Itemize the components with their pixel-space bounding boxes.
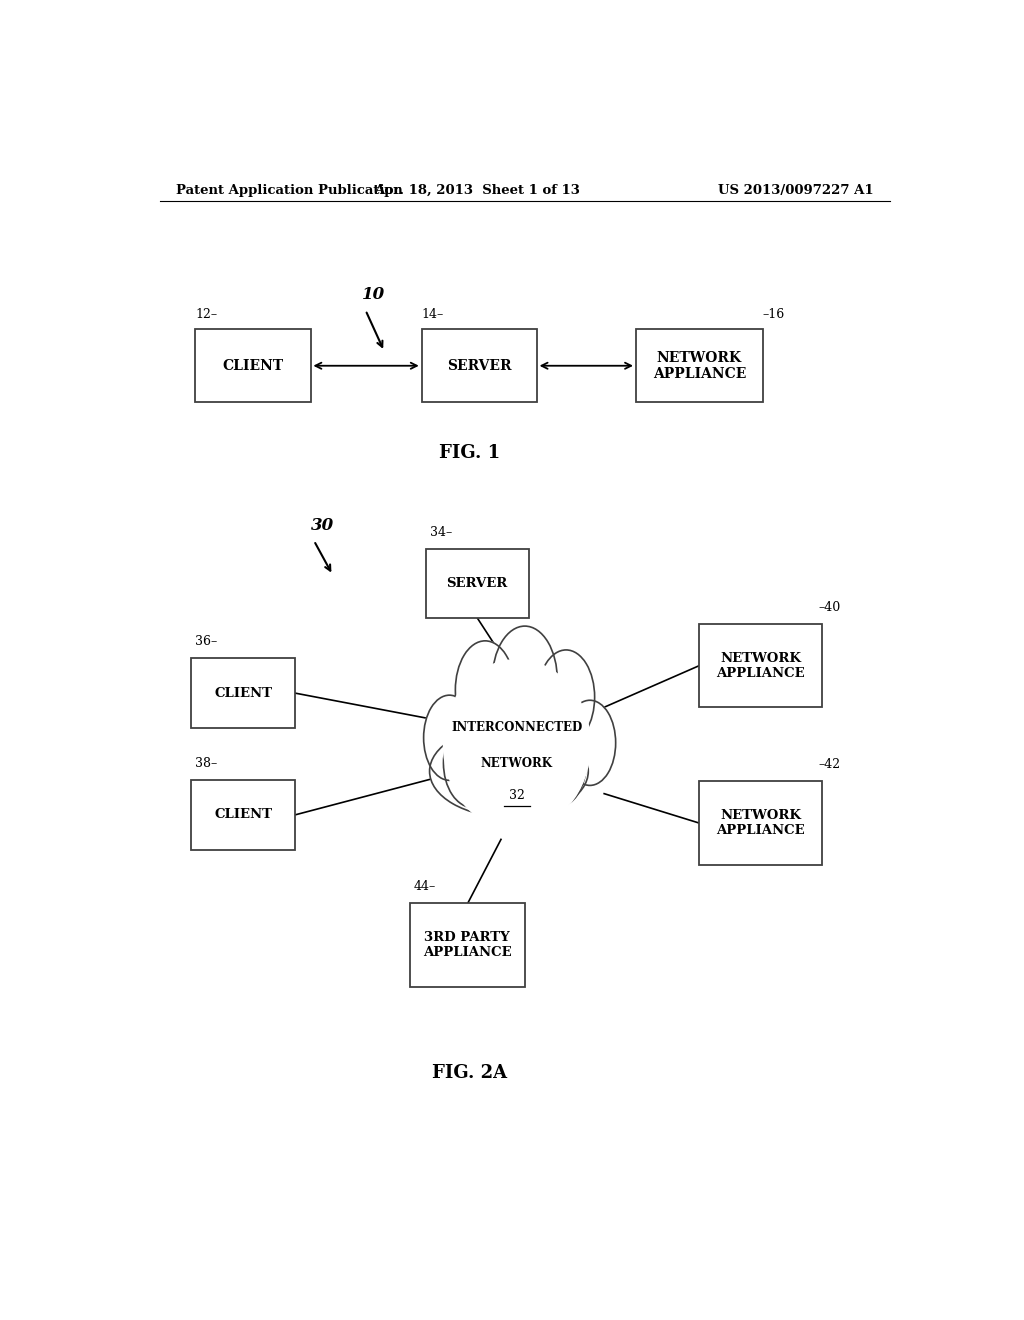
FancyBboxPatch shape [699, 781, 822, 865]
Text: US 2013/0097227 A1: US 2013/0097227 A1 [719, 185, 873, 198]
Text: –16: –16 [763, 308, 785, 321]
Ellipse shape [424, 696, 475, 780]
Ellipse shape [443, 718, 503, 808]
Ellipse shape [456, 640, 515, 739]
Ellipse shape [538, 649, 595, 744]
Text: SERVER: SERVER [446, 359, 511, 372]
Ellipse shape [564, 700, 615, 785]
Text: FIG. 1: FIG. 1 [438, 444, 500, 462]
Text: 38–: 38– [196, 758, 218, 771]
Text: NETWORK: NETWORK [481, 756, 553, 770]
Text: 44–: 44– [414, 880, 436, 894]
FancyBboxPatch shape [422, 329, 537, 403]
FancyBboxPatch shape [191, 780, 295, 850]
Text: CLIENT: CLIENT [214, 686, 272, 700]
Text: SERVER: SERVER [446, 577, 508, 590]
Text: NETWORK
APPLIANCE: NETWORK APPLIANCE [717, 809, 805, 837]
Ellipse shape [443, 660, 590, 830]
Text: –40: –40 [818, 601, 841, 614]
Text: 36–: 36– [196, 635, 218, 648]
FancyBboxPatch shape [426, 549, 528, 618]
FancyBboxPatch shape [410, 903, 524, 987]
Text: NETWORK
APPLIANCE: NETWORK APPLIANCE [652, 351, 746, 381]
Text: INTERCONNECTED: INTERCONNECTED [452, 721, 583, 734]
Text: 10: 10 [362, 285, 385, 302]
FancyBboxPatch shape [196, 329, 310, 403]
Text: CLIENT: CLIENT [214, 808, 272, 821]
Text: FIG. 2A: FIG. 2A [432, 1064, 507, 1082]
Text: 3RD PARTY
APPLIANCE: 3RD PARTY APPLIANCE [423, 931, 512, 960]
Ellipse shape [493, 626, 557, 734]
Text: 34–: 34– [430, 525, 452, 539]
Text: 14–: 14– [422, 308, 443, 321]
Text: NETWORK
APPLIANCE: NETWORK APPLIANCE [717, 652, 805, 680]
Text: –42: –42 [818, 758, 841, 771]
FancyBboxPatch shape [699, 624, 822, 708]
FancyBboxPatch shape [636, 329, 763, 403]
Text: CLIENT: CLIENT [222, 359, 284, 372]
Ellipse shape [526, 718, 587, 808]
Text: 32: 32 [509, 789, 525, 803]
Text: Patent Application Publication: Patent Application Publication [176, 185, 402, 198]
Text: 30: 30 [310, 517, 334, 535]
Text: 12–: 12– [196, 308, 217, 321]
Text: Apr. 18, 2013  Sheet 1 of 13: Apr. 18, 2013 Sheet 1 of 13 [374, 185, 581, 198]
FancyBboxPatch shape [191, 659, 295, 727]
Ellipse shape [430, 726, 588, 817]
